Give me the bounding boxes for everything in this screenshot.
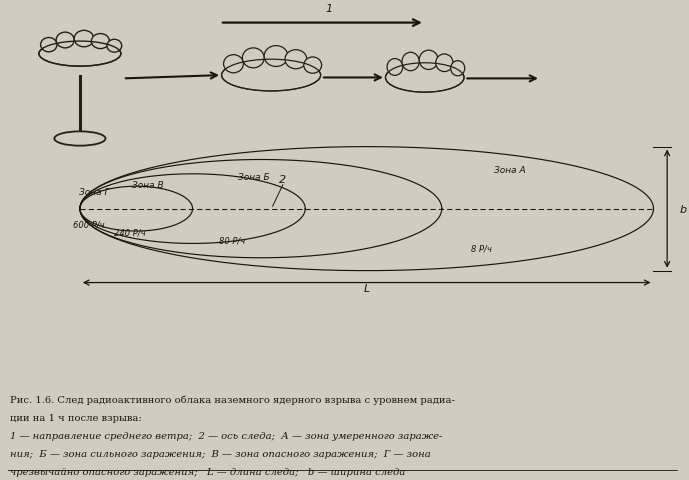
Ellipse shape: [224, 56, 243, 73]
Text: Зона В: Зона В: [132, 180, 163, 190]
Text: 8 Р/ч: 8 Р/ч: [471, 244, 492, 253]
Text: 80 Р/ч: 80 Р/ч: [219, 236, 245, 245]
Text: 1: 1: [326, 4, 333, 14]
Ellipse shape: [402, 53, 419, 72]
Ellipse shape: [39, 42, 121, 67]
Ellipse shape: [304, 58, 322, 74]
Ellipse shape: [264, 47, 288, 67]
Ellipse shape: [41, 38, 57, 53]
Ellipse shape: [387, 60, 403, 76]
Text: b: b: [679, 204, 686, 214]
Text: Зона Б: Зона Б: [238, 173, 269, 182]
Ellipse shape: [419, 51, 438, 71]
Ellipse shape: [243, 49, 264, 69]
Text: чрезвычайно опасного заражения;   L — длина следа;   b — ширина следа: чрезвычайно опасного заражения; L — длин…: [10, 467, 405, 476]
Text: 2: 2: [280, 175, 287, 185]
Text: 240 Р/ч: 240 Р/ч: [114, 228, 145, 237]
Text: 1 — направление среднего ветра;  2 — ось следа;  А — зона умеренного зараже-: 1 — направление среднего ветра; 2 — ось …: [10, 431, 442, 440]
Ellipse shape: [385, 64, 464, 93]
Ellipse shape: [435, 55, 453, 72]
Ellipse shape: [107, 40, 122, 53]
Ellipse shape: [222, 60, 320, 92]
Ellipse shape: [451, 61, 465, 77]
Ellipse shape: [285, 50, 307, 70]
Ellipse shape: [54, 132, 105, 146]
Text: L: L: [364, 284, 370, 294]
Ellipse shape: [74, 31, 94, 48]
Text: 600 Р/ч: 600 Р/ч: [73, 220, 105, 229]
Text: Зона А: Зона А: [494, 166, 526, 175]
Text: Зона Г: Зона Г: [79, 188, 110, 196]
Text: ции на 1 ч после взрыва:: ции на 1 ч после взрыва:: [10, 413, 141, 422]
Ellipse shape: [92, 35, 110, 49]
Ellipse shape: [56, 33, 74, 49]
Text: Рис. 1.6. След радиоактивного облака наземного ядерного взрыва с уровнем радиа-: Рис. 1.6. След радиоактивного облака наз…: [10, 395, 455, 404]
Text: ния;  Б — зона сильного заражения;  В — зона опасного заражения;  Г — зона: ния; Б — зона сильного заражения; В — зо…: [10, 449, 431, 458]
